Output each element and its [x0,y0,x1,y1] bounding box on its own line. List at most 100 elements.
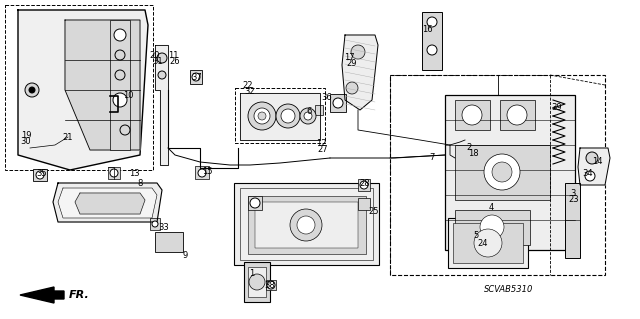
Bar [330,94,346,112]
Text: 7: 7 [429,152,435,161]
Circle shape [586,152,598,164]
Bar [448,218,528,268]
Text: 29: 29 [347,58,357,68]
Bar [240,188,373,260]
Text: 36: 36 [322,93,332,101]
Circle shape [198,169,206,177]
Circle shape [110,169,118,177]
Circle shape [115,50,125,60]
Bar [108,167,120,179]
Text: 22: 22 [243,81,253,91]
Bar [150,218,160,230]
Circle shape [250,198,260,208]
Polygon shape [58,188,157,218]
Text: 24: 24 [477,239,488,248]
Bar [33,169,47,181]
Bar [422,12,442,70]
Circle shape [585,171,595,181]
Text: 3: 3 [570,189,576,197]
Bar [455,210,530,245]
Text: 23: 23 [569,195,579,204]
Text: 33: 33 [159,224,170,233]
Text: 26: 26 [170,57,180,66]
Text: SCVAB5310: SCVAB5310 [484,286,533,294]
Circle shape [115,70,125,80]
Circle shape [427,45,437,55]
Bar [155,232,183,252]
Polygon shape [578,148,610,185]
Circle shape [276,104,300,128]
Circle shape [333,98,343,108]
Bar [248,267,266,297]
Circle shape [492,162,512,182]
Bar [190,70,202,84]
Text: 6: 6 [307,107,312,115]
Bar [358,198,370,210]
Text: 11: 11 [168,51,179,61]
Text: 21: 21 [63,132,73,142]
Bar [445,95,575,250]
Text: 8: 8 [138,180,143,189]
Text: 15: 15 [202,167,212,176]
Text: 16: 16 [422,25,432,33]
Bar [244,262,270,302]
Bar [390,75,605,275]
Text: 20: 20 [150,50,160,60]
Text: 31: 31 [153,56,163,65]
Circle shape [192,73,200,81]
Circle shape [507,105,527,125]
Circle shape [297,216,315,234]
Text: 17: 17 [344,53,355,62]
Text: 39: 39 [552,102,563,112]
Bar [248,196,366,254]
Polygon shape [53,183,162,222]
Bar [455,145,550,200]
Text: 4: 4 [488,203,493,211]
Circle shape [25,83,39,97]
Text: 34: 34 [582,168,593,177]
Bar [248,196,262,210]
Circle shape [427,17,437,27]
Circle shape [152,221,158,227]
Circle shape [351,45,365,59]
Text: 9: 9 [182,250,188,259]
Circle shape [484,154,520,190]
Text: 14: 14 [592,158,602,167]
Text: 12: 12 [316,138,326,147]
Circle shape [304,112,312,120]
Circle shape [157,53,167,63]
Bar [266,280,276,290]
Circle shape [346,82,358,94]
Bar [358,179,370,191]
Polygon shape [20,287,64,303]
Circle shape [281,109,295,123]
Text: 32: 32 [244,87,255,97]
Circle shape [474,229,502,257]
Text: 27: 27 [317,145,328,153]
Bar [565,183,580,258]
Circle shape [360,181,368,189]
Circle shape [29,87,35,93]
Polygon shape [75,193,145,214]
Circle shape [249,274,265,290]
Circle shape [248,102,276,130]
Text: 25: 25 [369,206,380,216]
Text: 35: 35 [36,168,47,177]
Bar [315,105,323,115]
Circle shape [480,215,504,239]
Circle shape [254,108,270,124]
Polygon shape [342,35,378,110]
Polygon shape [240,93,320,140]
Circle shape [158,71,166,79]
Bar [500,100,535,130]
Text: 38: 38 [264,280,275,290]
Circle shape [290,209,322,241]
Text: 10: 10 [123,92,133,100]
Text: FR.: FR. [69,290,90,300]
Bar [5,5,153,170]
Text: 1: 1 [250,270,255,278]
Bar [455,100,490,130]
Bar [453,223,523,263]
Circle shape [300,108,316,124]
Polygon shape [65,20,140,150]
